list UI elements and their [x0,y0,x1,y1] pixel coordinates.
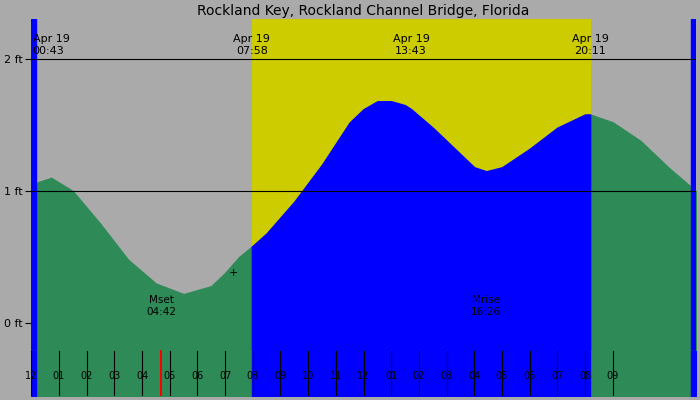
Text: Apr 19
07:58: Apr 19 07:58 [233,34,270,56]
Text: 02: 02 [80,370,93,380]
Text: 10: 10 [302,370,314,380]
Text: Apr 19
20:11: Apr 19 20:11 [572,34,608,56]
Bar [32,19,36,396]
Text: 06: 06 [191,370,204,380]
Text: Mset
04:42: Mset 04:42 [146,295,176,317]
Text: 01: 01 [52,370,65,380]
Text: 08: 08 [246,370,259,380]
Text: 03: 03 [108,370,120,380]
Text: 05: 05 [496,370,508,380]
Text: 09: 09 [607,370,619,380]
Text: Mrise
16:26: Mrise 16:26 [471,295,501,317]
Text: 03: 03 [440,370,453,380]
Text: 08: 08 [579,370,592,380]
Bar [691,19,696,396]
Text: 04: 04 [136,370,148,380]
Text: Apr 19
00:43: Apr 19 00:43 [33,34,69,56]
Text: 12: 12 [358,370,370,380]
Text: 07: 07 [551,370,564,380]
Text: 06: 06 [524,370,536,380]
Title: Rockland Key, Rockland Channel Bridge, Florida: Rockland Key, Rockland Channel Bridge, F… [197,4,530,18]
Text: 04: 04 [468,370,480,380]
Text: 11: 11 [330,370,342,380]
Text: 05: 05 [164,370,176,380]
Text: 07: 07 [219,370,231,380]
Text: 02: 02 [413,370,425,380]
Text: 01: 01 [385,370,398,380]
Text: 12: 12 [25,370,37,380]
Text: +: + [229,268,238,278]
Bar [252,19,590,396]
Text: 09: 09 [274,370,286,380]
Text: Apr 19
13:43: Apr 19 13:43 [393,34,430,56]
